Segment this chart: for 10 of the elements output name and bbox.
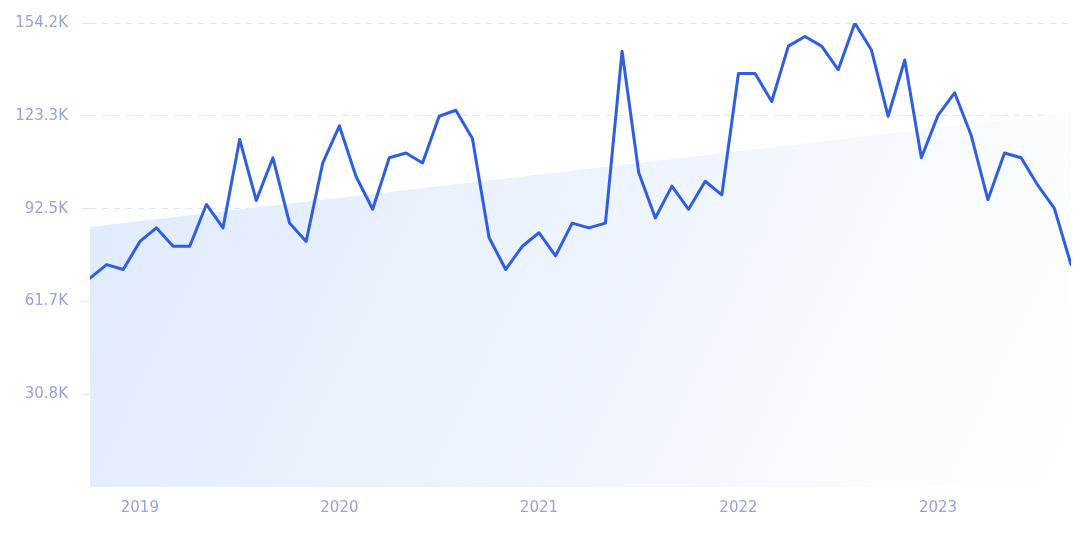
- y-tick-label: 61.7K: [24, 291, 70, 310]
- y-tick-label: 30.8K: [24, 384, 70, 403]
- y-tick-label: 92.5K: [24, 198, 70, 217]
- x-tick-label: 2019: [120, 497, 159, 516]
- x-tick-label: 2023: [918, 497, 958, 516]
- x-tick-label: 2022: [719, 497, 758, 516]
- x-tick-label: 2020: [320, 497, 359, 516]
- x-tick-label: 2021: [519, 497, 559, 516]
- y-tick-label: 154.2K: [15, 12, 70, 31]
- y-tick-label: 123.3K: [15, 105, 70, 124]
